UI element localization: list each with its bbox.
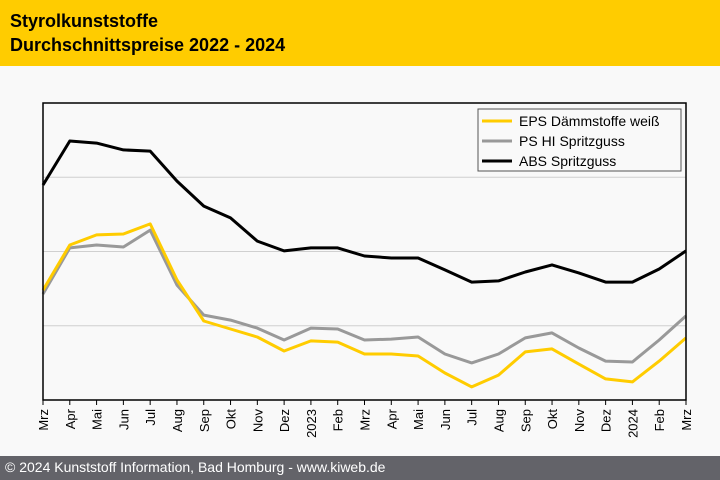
x-tick-label: Dez [277,409,292,432]
x-tick-label: Mai [90,409,105,430]
x-tick-label: Apr [63,408,78,429]
header-banner: Styrolkunststoffe Durchschnittspreise 20… [0,0,720,66]
line-chart: Mrz Apr Mai Jun Jul Aug Sep Okt Nov Dez 2023 Feb Mrz… [36,102,694,438]
x-tick-label: Dez [599,409,614,432]
x-tick-label: 2024 [625,409,640,438]
x-tick-label: Jun [438,409,453,430]
x-tick-label: Mrz [36,409,51,431]
x-tick-label: Okt [545,409,560,430]
chart-title: Styrolkunststoffe [10,11,159,31]
x-tick-label: Okt [224,409,239,430]
series-line-eps-d-mmstoffe-wei- [41,222,687,389]
x-tick-label: Feb [652,409,667,431]
series-line-ps-hi-spritzguss [41,228,688,365]
copyright-text: © 2024 Kunststoff Information, Bad Hombu… [5,459,386,475]
legend-label: PS HI Spritzguss [519,133,625,149]
series-line-abs-spritzguss [41,139,687,284]
x-tick-label: 2023 [304,409,319,438]
legend-label: EPS Dämmstoffe weiß [519,113,660,129]
chart-subtitle: Durchschnittspreise 2022 - 2024 [10,35,286,55]
x-axis: Mrz Apr Mai Jun Jul Aug Sep Okt Nov Dez 2023 Feb Mrz… [36,400,694,438]
x-tick-label: Jul [465,409,480,426]
x-tick-label: Nov [250,409,265,433]
x-tick-label: Jun [116,409,131,430]
x-tick-label: Mrz [679,409,694,431]
series-lines [41,139,688,389]
gridlines [43,176,686,327]
legend: EPS Dämmstoffe weiß PS HI Spritzguss ABS S… [477,108,682,172]
x-tick-label: Aug [170,409,185,432]
x-tick-label: Sep [197,409,212,432]
x-tick-label: Apr [384,408,399,429]
x-tick-label: Mrz [358,409,373,431]
x-tick-label: Jul [143,409,158,426]
x-tick-label: Feb [331,409,346,431]
footer-bar: © 2024 Kunststoff Information, Bad Hombu… [0,456,720,480]
x-tick-label: Nov [572,409,587,433]
x-tick-label: Aug [491,409,506,432]
legend-label: ABS Spritzguss [519,153,616,169]
x-tick-label: Sep [518,409,533,432]
x-tick-label: Mai [411,409,426,430]
